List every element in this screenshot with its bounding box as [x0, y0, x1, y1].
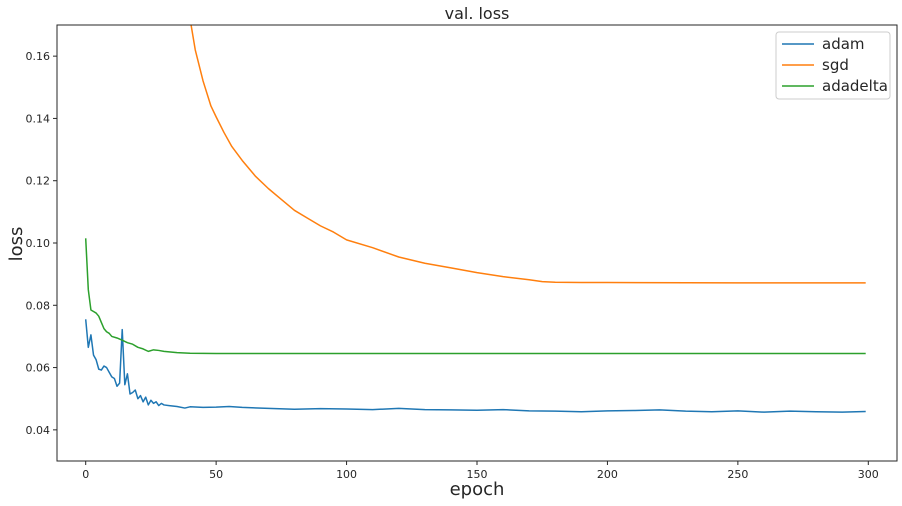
legend-box	[775, 31, 891, 100]
legend: adam sgd adadelta	[775, 31, 891, 100]
legend-label-sgd: sgd	[822, 56, 849, 74]
series-line-adam	[84, 319, 866, 413]
x-tick-label: 200	[597, 468, 618, 481]
legend-label-adadelta: adadelta	[822, 77, 888, 95]
x-tick-label: 100	[336, 468, 357, 481]
legend-label-adam: adam	[822, 35, 865, 53]
series-line-sgd	[190, 25, 866, 284]
y-tick-label: 0.14	[26, 112, 51, 125]
y-tick-label: 0.12	[26, 175, 51, 188]
x-tick-label: 300	[858, 468, 879, 481]
x-tick-label: 0	[82, 468, 89, 481]
chart-title: val. loss	[445, 4, 510, 23]
y-tick-label: 0.06	[26, 362, 51, 375]
series-line-adadelta	[84, 238, 866, 355]
x-tick-label: 50	[209, 468, 223, 481]
y-tick-label: 0.16	[26, 50, 51, 63]
x-axis: 0 50 100 150 200 250 300	[82, 461, 879, 481]
y-axis-label: loss	[6, 227, 27, 262]
x-tick-label: 150	[467, 468, 488, 481]
y-tick-label: 0.10	[26, 237, 51, 250]
x-axis-label: epoch	[450, 479, 505, 500]
plot-lines	[84, 25, 866, 413]
x-tick-label: 250	[727, 468, 748, 481]
y-tick-label: 0.04	[26, 424, 51, 437]
y-axis: 0.04 0.06 0.08 0.10 0.12 0.14 0.16	[26, 50, 57, 437]
plot-frame	[56, 24, 898, 462]
y-tick-label: 0.08	[26, 299, 51, 312]
